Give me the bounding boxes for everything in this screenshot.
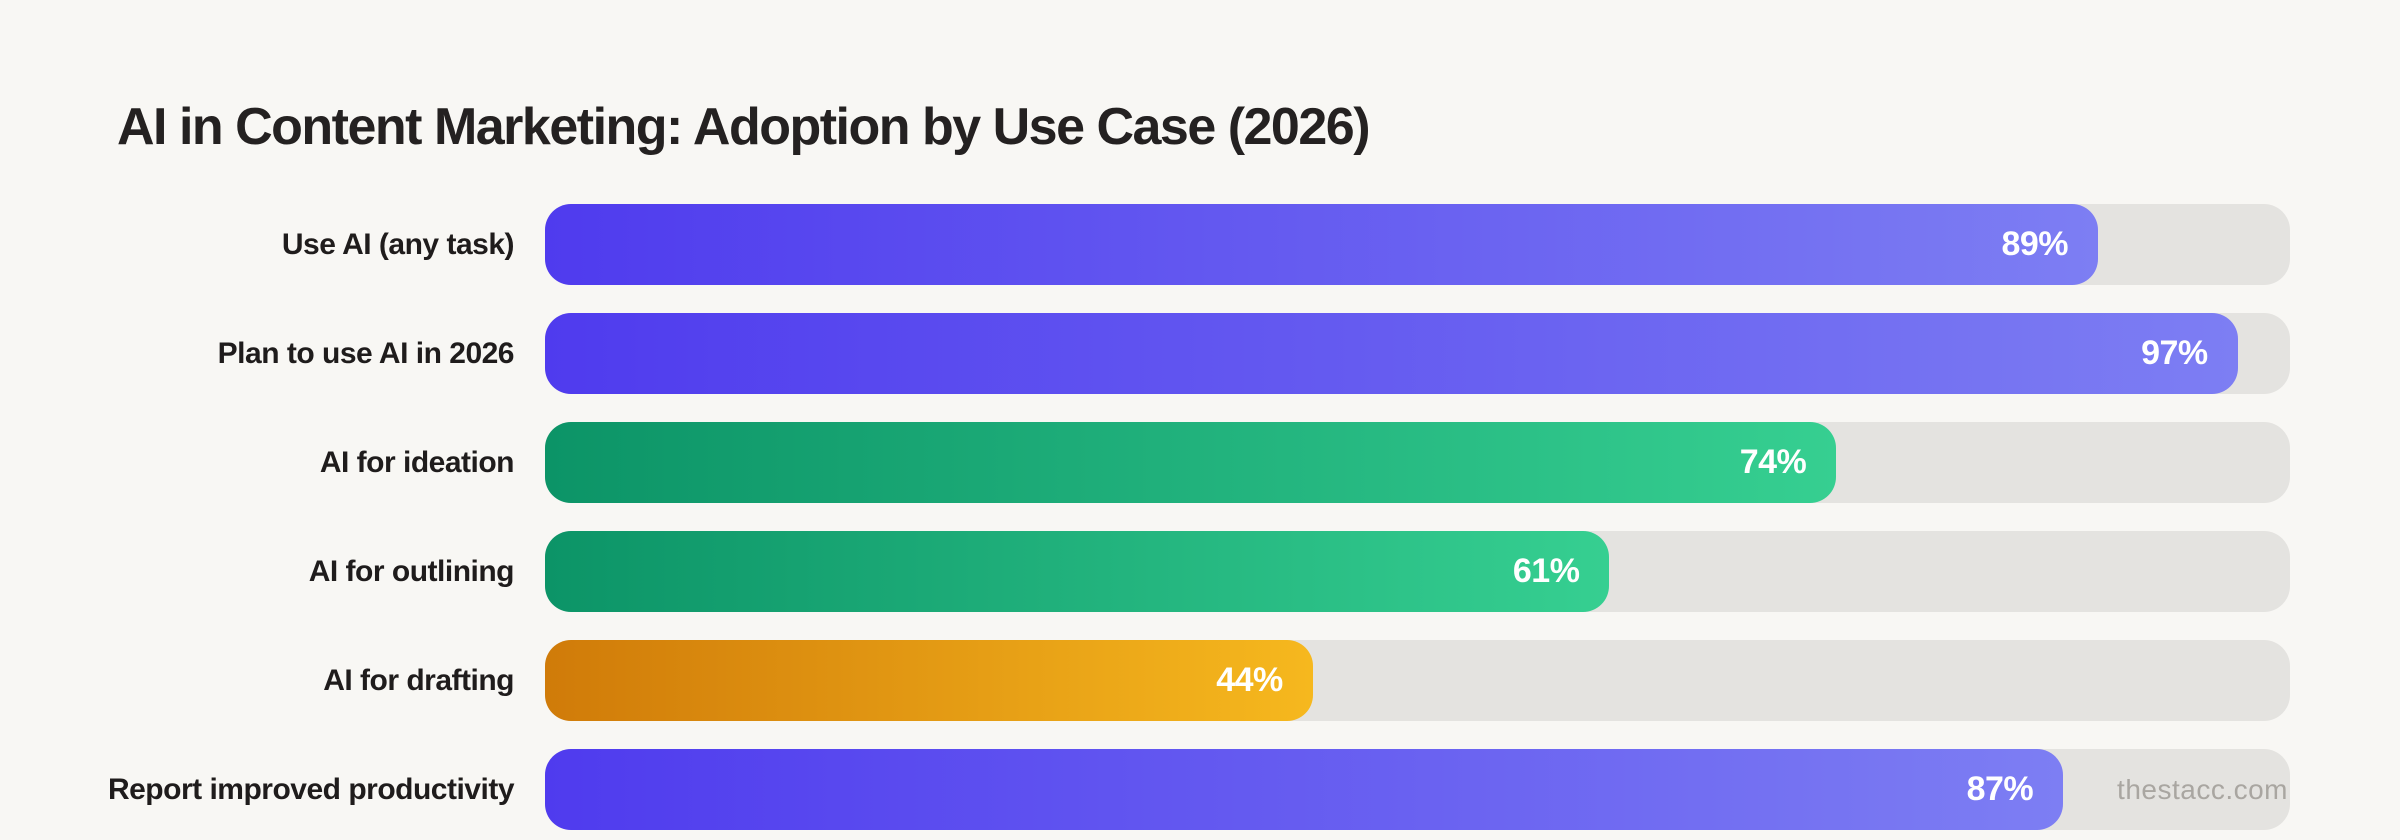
bar-track: 61% — [545, 531, 2290, 612]
bar-track: 44% — [545, 640, 2290, 721]
bar-row-ai-for-drafting: AI for drafting 44% — [0, 640, 2400, 721]
bar-value-label: 97% — [2141, 334, 2208, 372]
chart-title: AI in Content Marketing: Adoption by Use… — [117, 98, 1371, 156]
bar-fill: 61% — [545, 531, 1610, 612]
bar-label: AI for drafting — [323, 663, 514, 697]
bar-value-label: 89% — [2001, 225, 2069, 263]
bar-label: Use AI (any task) — [281, 227, 515, 261]
bar-label: AI for outlining — [308, 554, 515, 588]
bar-value-label: 74% — [1739, 443, 1807, 481]
watermark: thestacc.com — [2117, 773, 2288, 805]
bar-value-label: 87% — [1966, 770, 2034, 808]
bar-label: AI for ideation — [319, 445, 515, 479]
bar-value-label: 44% — [1216, 661, 1283, 699]
bar-label: Report improved productivity — [107, 772, 515, 806]
bar-row-plan-to-use-ai: Plan to use AI in 2026 97% — [0, 313, 2400, 394]
bar-row-ai-for-outlining: AI for outlining 61% — [0, 531, 2400, 612]
bar-chart: Use AI (any task) 89% Plan to use AI in … — [0, 204, 2400, 840]
bar-fill: 89% — [545, 204, 2099, 285]
bar-value-label: 61% — [1512, 552, 1580, 590]
bar-row-report-improved-productivity: Report improved productivity 87% thestac… — [0, 749, 2400, 830]
bar-track: 89% — [545, 204, 2290, 285]
bar-row-use-ai-any-task: Use AI (any task) 89% — [0, 204, 2400, 285]
bar-fill: 74% — [545, 422, 1837, 503]
bar-fill: 97% — [545, 313, 2238, 394]
bar-fill: 87% — [545, 749, 2064, 830]
bar-fill: 44% — [545, 640, 1313, 721]
bar-track: 97% — [545, 313, 2290, 394]
bar-track: 87% thestacc.com — [545, 749, 2290, 830]
bar-label: Plan to use AI in 2026 — [217, 336, 515, 370]
bar-track: 74% — [545, 422, 2290, 503]
bar-row-ai-for-ideation: AI for ideation 74% — [0, 422, 2400, 503]
